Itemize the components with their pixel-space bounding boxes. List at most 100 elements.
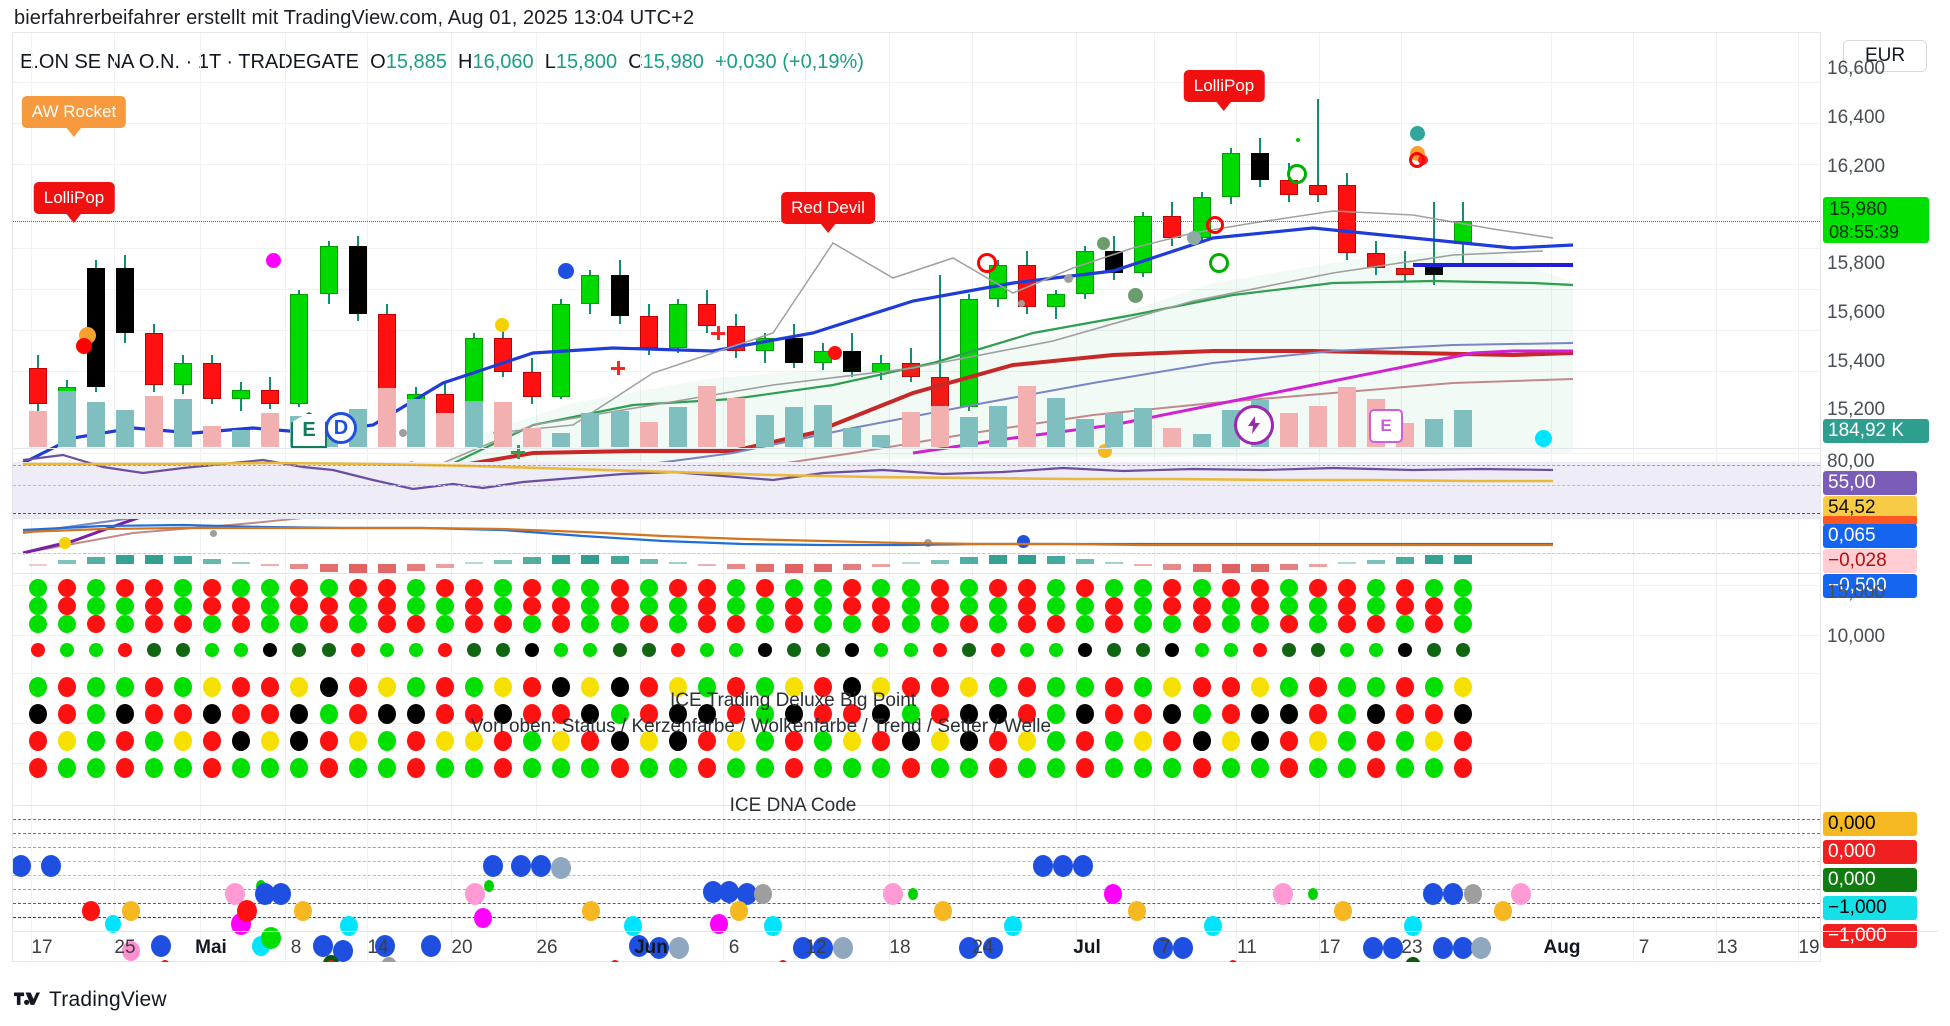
bigpoint-dot-43-2 bbox=[1279, 615, 1298, 633]
macd-histogram-bar-19 bbox=[581, 555, 600, 564]
marker-ring-2 bbox=[977, 253, 997, 273]
dna-dot-47-0 bbox=[1396, 677, 1415, 697]
dna-dot-17-0 bbox=[523, 677, 542, 697]
callout-lollipop-1[interactable]: LolliPop bbox=[33, 182, 115, 223]
plot-area[interactable]: AW Rocket LolliPop Red Devil LolliPop ICE Tr… bbox=[13, 33, 1820, 962]
last-price-pill[interactable]: 15,980 08:55:39 bbox=[1823, 197, 1929, 244]
bigpoint-dot-12-0 bbox=[377, 579, 396, 597]
signal-dot-81 bbox=[1494, 901, 1512, 921]
badge-d-chart[interactable]: D bbox=[325, 412, 357, 444]
price-tick-3: 15,800 bbox=[1827, 253, 1886, 275]
bigpoint-dot-5-2 bbox=[174, 615, 193, 633]
bigpoint-dot-13-2 bbox=[406, 615, 425, 633]
macd-histogram-bar-2 bbox=[86, 557, 105, 564]
bigpoint-dot-48-1 bbox=[1425, 597, 1444, 615]
lightning-icon[interactable] bbox=[1234, 405, 1274, 445]
dna-dot-15-1 bbox=[465, 704, 484, 724]
dna-dot-7-2 bbox=[232, 731, 251, 751]
signal-dot-70 bbox=[1334, 901, 1352, 921]
marker-dot-13 bbox=[1096, 236, 1110, 250]
signal-dot-7 bbox=[160, 960, 170, 962]
macd-histogram-bar-30 bbox=[901, 562, 920, 564]
volume-bar-33 bbox=[988, 406, 1007, 447]
volume-bar-44 bbox=[1308, 405, 1327, 447]
marker-cross-v-2 bbox=[516, 445, 520, 459]
macd-histogram-bar-4 bbox=[144, 555, 163, 564]
callout-lollipop-2[interactable]: LolliPop bbox=[1183, 70, 1265, 111]
macd-histogram-bar-27 bbox=[814, 564, 833, 573]
currency-button[interactable]: EUR bbox=[1843, 40, 1927, 72]
macd-histogram-bar-45 bbox=[1338, 562, 1357, 564]
bigpoint-dot-6-1 bbox=[203, 597, 222, 615]
signal-pill-2[interactable]: 0,000 bbox=[1823, 868, 1917, 892]
candle-body bbox=[756, 338, 775, 351]
dna-dot-11-1 bbox=[348, 704, 367, 724]
dna-dot-1-3 bbox=[57, 758, 76, 778]
candle-body bbox=[610, 274, 629, 317]
volume-value-pill[interactable]: 184,92 K bbox=[1823, 419, 1929, 443]
macd-pink-pill[interactable]: −0,028 bbox=[1823, 549, 1917, 573]
bigpoint-dot-20-2 bbox=[610, 615, 629, 633]
status-dot-19 bbox=[583, 643, 598, 657]
bigpoint-dot-49-2 bbox=[1454, 615, 1473, 633]
candle-body bbox=[261, 389, 280, 405]
candle-body bbox=[523, 372, 542, 397]
bigpoint-dot-5-0 bbox=[174, 579, 193, 597]
dna-dot-39-1 bbox=[1163, 704, 1182, 724]
dna-dot-22-2 bbox=[668, 731, 687, 751]
status-dot-8 bbox=[263, 643, 278, 657]
dna-dot-13-3 bbox=[406, 758, 425, 778]
price-tick-2: 16,200 bbox=[1827, 155, 1886, 177]
callout-aw-rocket[interactable]: AW Rocket bbox=[21, 96, 127, 137]
candle-body bbox=[959, 299, 978, 407]
marker-dot-12 bbox=[1296, 138, 1300, 142]
dna-dot-37-3 bbox=[1105, 758, 1124, 778]
bigpoint-dot-31-1 bbox=[930, 597, 949, 615]
dna-dot-29-2 bbox=[872, 731, 891, 751]
legend-open-label: O bbox=[370, 51, 386, 73]
status-dot-21 bbox=[641, 643, 656, 657]
marker-dot-17 bbox=[1534, 429, 1552, 447]
candle-body bbox=[144, 333, 163, 385]
volume-bar-40 bbox=[1192, 434, 1211, 447]
dna-dot-47-1 bbox=[1396, 704, 1415, 724]
macd-histogram-bar-25 bbox=[756, 564, 775, 572]
volume-bar-27 bbox=[814, 404, 833, 447]
bigpoint-dot-46-2 bbox=[1367, 615, 1386, 633]
bigpoint-dot-44-0 bbox=[1308, 579, 1327, 597]
time-axis[interactable]: 17 25 Mai 8 14 20 26 Jun 6 12 18 24 Jul 7 11 17 23 Aug 7 13… bbox=[12, 931, 1938, 963]
grid-line-horizontal-4 bbox=[13, 289, 1820, 290]
marker-dot-3 bbox=[558, 263, 574, 279]
signal-pill-1[interactable]: 0,000 bbox=[1823, 840, 1917, 864]
signal-dot-76 bbox=[1464, 884, 1482, 904]
bigpoint-dot-19-2 bbox=[581, 615, 600, 633]
status-dot-43 bbox=[1281, 643, 1296, 657]
callout-tail bbox=[65, 127, 82, 137]
callout-red-devil[interactable]: Red Devil bbox=[781, 192, 875, 233]
bigpoint-dot-11-1 bbox=[348, 597, 367, 615]
candle-body bbox=[785, 338, 804, 363]
macd-histogram-bar-14 bbox=[435, 564, 454, 568]
status-dot-44 bbox=[1310, 643, 1325, 657]
signal-pill-3[interactable]: −1,000 bbox=[1823, 896, 1917, 920]
macd-blue-pill[interactable]: 0,065 bbox=[1823, 524, 1917, 548]
price-axis[interactable]: EUR 16,600 16,400 16,200 15,800 15,600 15,400… bbox=[1820, 32, 1938, 962]
dna-dot-16-2 bbox=[494, 731, 513, 751]
dna-dot-2-0 bbox=[86, 677, 105, 697]
oscillator-purple-pill[interactable]: 55,00 bbox=[1823, 471, 1917, 495]
signal-dot-0 bbox=[13, 855, 31, 877]
dna-dot-33-2 bbox=[988, 731, 1007, 751]
macd-histogram-bar-34 bbox=[1017, 555, 1036, 564]
macd-blue-pill-2[interactable]: −0,500 bbox=[1823, 574, 1917, 598]
bigpoint-dot-10-2 bbox=[319, 615, 338, 633]
signal-pill-4[interactable]: −1,000 bbox=[1823, 924, 1917, 948]
signal-pill-0[interactable]: 0,000 bbox=[1823, 812, 1917, 836]
pane-separator-2 bbox=[13, 518, 1820, 519]
dna-dot-11-0 bbox=[348, 677, 367, 697]
badge-e-right[interactable]: E bbox=[1369, 409, 1403, 443]
dna-dot-48-1 bbox=[1425, 704, 1444, 724]
candle-body bbox=[552, 304, 571, 397]
marker-ring-3 bbox=[1206, 216, 1224, 234]
bigpoint-dot-42-2 bbox=[1250, 615, 1269, 633]
status-dot-27 bbox=[816, 643, 831, 657]
